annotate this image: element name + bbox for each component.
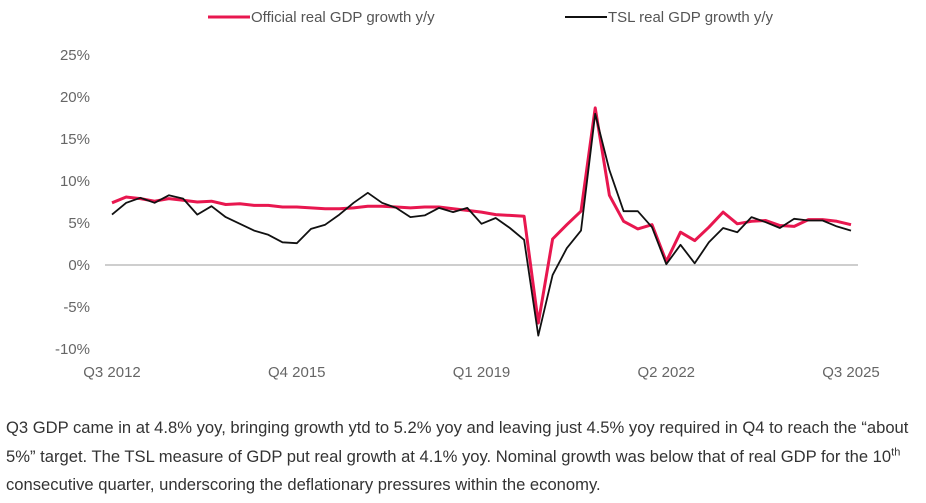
x-tick-label: Q1 2019 bbox=[453, 364, 511, 381]
y-tick-label: 10% bbox=[60, 173, 90, 190]
chart-caption: Q3 GDP came in at 4.8% yoy, bringing gro… bbox=[6, 414, 921, 500]
y-tick-label: 25% bbox=[60, 47, 90, 64]
legend-label: TSL real GDP growth y/y bbox=[608, 9, 774, 26]
chart-legend: Official real GDP growth y/y TSL real GDP… bbox=[208, 9, 774, 26]
x-tick-label: Q3 2012 bbox=[83, 364, 141, 381]
x-tick-label: Q4 2015 bbox=[268, 364, 326, 381]
caption-superscript: th bbox=[891, 445, 901, 458]
x-tick-label: Q2 2022 bbox=[637, 364, 695, 381]
x-tick-label: Q3 2025 bbox=[822, 364, 880, 381]
legend-label: Official real GDP growth y/y bbox=[251, 9, 435, 26]
y-tick-label: -10% bbox=[55, 341, 90, 358]
caption-text-1: Q3 GDP came in at 4.8% yoy, bringing gro… bbox=[6, 418, 909, 466]
y-axis: 25% 20% 15% 10% 5% 0% -5% -10% bbox=[55, 47, 90, 358]
y-tick-label: -5% bbox=[63, 299, 90, 316]
series-lines bbox=[111, 106, 852, 337]
y-tick-label: 5% bbox=[68, 215, 90, 232]
y-tick-label: 15% bbox=[60, 131, 90, 148]
y-tick-label: 0% bbox=[68, 257, 90, 274]
caption-text-2: consecutive quarter, underscoring the de… bbox=[6, 475, 601, 494]
x-axis: Q3 2012 Q4 2015 Q1 2019 Q2 2022 Q3 2025 bbox=[83, 364, 880, 381]
y-tick-label: 20% bbox=[60, 89, 90, 106]
gdp-growth-chart: Official real GDP growth y/y TSL real GDP… bbox=[55, 9, 880, 381]
